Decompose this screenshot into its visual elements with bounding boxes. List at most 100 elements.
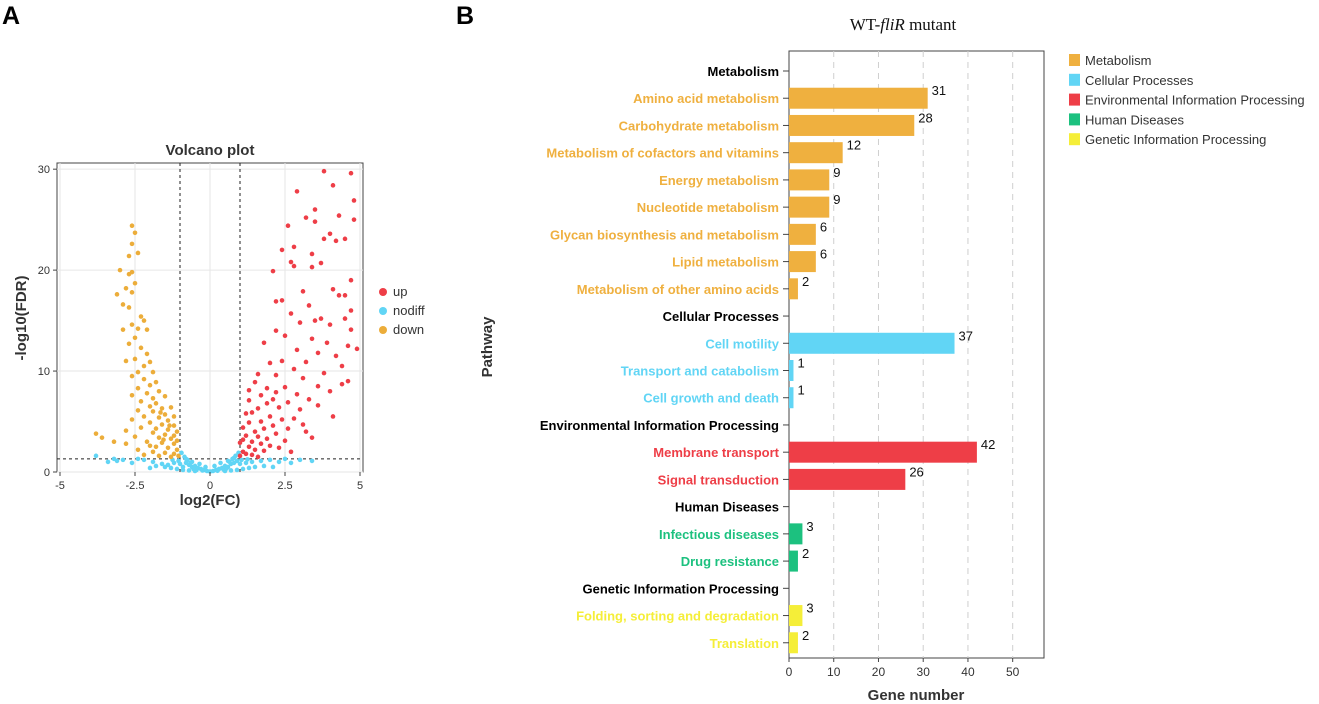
volcano-x-tick-label: -5: [55, 480, 65, 492]
volcano-point-up: [321, 370, 327, 376]
kegg-legend-label: Cellular Processes: [1085, 73, 1194, 88]
volcano-point-nodiff: [183, 456, 189, 462]
volcano-point-up: [282, 333, 288, 339]
volcano-point-up: [297, 320, 303, 325]
volcano-point-up: [309, 251, 315, 257]
kegg-bar-value-label: 3: [806, 519, 813, 534]
volcano-point-up: [285, 426, 291, 431]
volcano-point-up: [270, 268, 276, 274]
kegg-x-tick-label: 50: [1006, 665, 1020, 679]
volcano-point-down: [141, 414, 147, 419]
volcano-point-up: [330, 286, 336, 292]
volcano-point-up: [300, 289, 306, 294]
volcano-point-nodiff: [186, 468, 192, 473]
volcano-point-down: [150, 430, 156, 435]
volcano-point-down: [156, 415, 162, 420]
volcano-point-nodiff: [93, 453, 99, 459]
volcano-point-up: [252, 429, 258, 434]
kegg-bar-value-label: 1: [797, 383, 804, 398]
volcano-point-down: [129, 322, 135, 327]
volcano-point-nodiff: [147, 465, 153, 471]
volcano-point-nodiff: [105, 459, 111, 465]
kegg-x-axis-label: Gene number: [868, 687, 965, 704]
volcano-point-nodiff: [141, 457, 147, 463]
kegg-y-axis-label: Pathway: [479, 316, 496, 378]
volcano-point-nodiff: [218, 460, 223, 466]
kegg-bar-value-label: 26: [909, 464, 923, 479]
volcano-point-up: [291, 244, 297, 250]
kegg-title-plain: WT-: [850, 15, 881, 34]
volcano-title: Volcano plot: [166, 142, 255, 159]
volcano-point-up: [348, 327, 354, 332]
volcano-point-down: [174, 447, 180, 453]
kegg-x-tick-label: 0: [786, 665, 793, 679]
volcano-point-nodiff: [120, 457, 126, 463]
volcano-point-down: [153, 444, 159, 450]
volcano-point-down: [156, 453, 162, 459]
volcano-point-down: [141, 318, 147, 323]
volcano-point-nodiff: [212, 463, 217, 469]
kegg-plot-area: [788, 50, 1045, 659]
volcano-point-down: [168, 454, 174, 460]
volcano-point-up: [285, 400, 291, 405]
volcano-point-up: [246, 387, 252, 393]
kegg-title: WT-fliR mutant: [850, 15, 957, 34]
kegg-bar-value-label: 1: [797, 356, 804, 371]
volcano-point-nodiff: [239, 457, 244, 463]
kegg-bar: [789, 632, 798, 654]
volcano-point-nodiff: [258, 458, 264, 464]
volcano-point-up: [261, 448, 267, 454]
kegg-pathway-label: Amino acid metabolism: [633, 91, 779, 106]
volcano-point-nodiff: [245, 457, 250, 462]
volcano-point-up: [264, 401, 270, 406]
volcano-point-up: [348, 277, 354, 283]
volcano-point-up: [342, 316, 348, 321]
volcano-point-nodiff: [267, 457, 273, 463]
volcano-point-up: [273, 372, 279, 378]
volcano-point-down: [123, 441, 129, 447]
volcano-y-ticks: 0 10 20 30: [38, 164, 57, 479]
volcano-point-down: [144, 327, 150, 332]
volcano-point-down: [141, 363, 147, 369]
volcano-point-up: [315, 350, 321, 356]
volcano-point-up: [276, 405, 282, 410]
volcano-point-up: [336, 213, 342, 218]
panel-b-label: B: [456, 2, 474, 30]
volcano-point-down: [138, 425, 144, 430]
volcano-point-up: [339, 381, 345, 387]
kegg-x-ticks: 0 10 20 30 40 50: [786, 658, 1020, 679]
volcano-point-nodiff: [191, 466, 196, 472]
volcano-point-up: [246, 420, 252, 425]
volcano-point-nodiff: [282, 456, 288, 462]
kegg-group-header: Metabolism: [707, 64, 779, 79]
volcano-point-up: [312, 318, 318, 323]
volcano-point-down: [111, 439, 117, 445]
volcano-legend-swatch-up: [379, 288, 387, 296]
volcano-point-up: [309, 264, 315, 270]
volcano-point-up: [294, 347, 300, 353]
volcano-point-up: [321, 168, 327, 174]
volcano-point-up: [243, 451, 249, 457]
volcano-point-up: [273, 431, 279, 436]
volcano-point-nodiff: [224, 466, 229, 471]
volcano-point-up: [273, 328, 279, 333]
volcano-point-down: [147, 382, 153, 388]
volcano-point-down: [129, 223, 135, 229]
volcano-point-up: [243, 411, 249, 416]
volcano-legend-swatch-down: [379, 326, 387, 334]
volcano-point-up: [330, 183, 336, 188]
volcano-point-nodiff: [246, 465, 252, 471]
volcano-point-up: [300, 375, 306, 381]
volcano-point-up: [279, 358, 285, 364]
volcano-x-axis-label: log2(FC): [180, 492, 241, 509]
volcano-point-down: [150, 369, 156, 375]
volcano-point-down: [126, 271, 132, 277]
kegg-pathway-label: Folding, sorting and degradation: [576, 609, 779, 624]
kegg-legend: Metabolism Cellular Processes Environmenta…: [1069, 53, 1305, 147]
volcano-point-up: [252, 379, 258, 385]
volcano-point-down: [162, 432, 168, 437]
volcano-point-down: [171, 423, 177, 428]
volcano-point-down: [150, 409, 156, 414]
volcano-point-down: [138, 399, 144, 404]
